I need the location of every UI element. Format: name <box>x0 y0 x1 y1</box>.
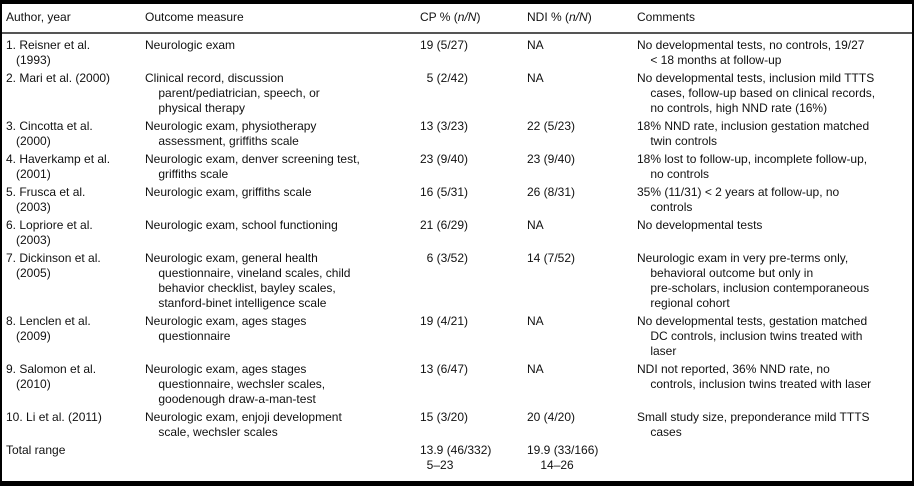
ndi-cell: NA <box>527 38 544 52</box>
comments-cell: No developmental tests, inclusion mild T… <box>637 71 876 115</box>
col-header-cp: CP % (n/N) <box>420 4 527 34</box>
ndi-cell: 14 (7/52) <box>527 251 576 265</box>
col-header-author: Author, year <box>2 4 145 34</box>
outcome-cell: Neurologic exam, physiotherapy assessmen… <box>145 119 317 148</box>
outcome-cell: Neurologic exam, enjoji development scal… <box>145 410 342 439</box>
outcome-cell: Neurologic exam, griffiths scale <box>145 185 312 199</box>
comments-cell: No developmental tests <box>637 218 763 232</box>
table-row: 5. Frusca et al. (2003) Neurologic exam,… <box>2 185 912 218</box>
col-header-outcome: Outcome measure <box>145 4 420 34</box>
outcome-cell: Neurologic exam, school functioning <box>145 218 338 232</box>
author-cell: 4. Haverkamp et al. (2001) <box>6 152 111 181</box>
table-row: 10. Li et al. (2011) Neurologic exam, en… <box>2 410 912 443</box>
table-row: 7. Dickinson et al. (2005) Neurologic ex… <box>2 251 912 314</box>
cp-cell: 13 (6/47) <box>420 362 469 376</box>
outcome-cell: Neurologic exam, denver screening test, … <box>145 152 360 181</box>
ndi-cell: 19.9 (33/166) 14–26 <box>527 443 599 472</box>
outcome-cell: Neurologic exam, general health question… <box>145 251 351 310</box>
ndi-cell: NA <box>527 218 544 232</box>
outcome-cell <box>145 443 420 476</box>
ndi-cell: 26 (8/31) <box>527 185 576 199</box>
author-cell: 8. Lenclen et al. (2009) <box>6 314 91 343</box>
studies-table: Author, year Outcome measure CP % (n/N) … <box>2 4 912 476</box>
ndi-cell: 22 (5/23) <box>527 119 576 133</box>
ndi-header-close: ) <box>587 10 592 24</box>
comments-cell: No developmental tests, gestation matche… <box>637 314 868 358</box>
comments-cell: 35% (11/31) < 2 years at follow-up, no c… <box>637 185 840 214</box>
cp-cell: 15 (3/20) <box>420 410 469 424</box>
cp-cell: 6 (3/52) <box>420 251 469 265</box>
comments-cell: Neurologic exam in very pre-terms only, … <box>637 251 870 310</box>
cp-header-text: CP % ( <box>420 10 458 24</box>
table-row: 6. Lopriore et al. (2003) Neurologic exa… <box>2 218 912 251</box>
comments-cell: 18% lost to follow-up, incomplete follow… <box>637 152 868 181</box>
author-cell: Total range <box>6 443 66 457</box>
table-row: 4. Haverkamp et al. (2001) Neurologic ex… <box>2 152 912 185</box>
comments-cell: No developmental tests, no controls, 19/… <box>637 38 865 67</box>
outcome-cell: Neurologic exam, ages stages questionnai… <box>145 314 307 343</box>
table-row: 1. Reisner et al. (1993) Neurologic exam… <box>2 33 912 71</box>
table-row: 9. Salomon et al. (2010) Neurologic exam… <box>2 362 912 410</box>
table-row: 8. Lenclen et al. (2009) Neurologic exam… <box>2 314 912 362</box>
author-cell: 2. Mari et al. (2000) <box>6 71 111 85</box>
ndi-cell: NA <box>527 362 544 376</box>
ndi-cell: NA <box>527 71 544 85</box>
comments-cell <box>637 443 912 476</box>
author-cell: 5. Frusca et al. (2003) <box>6 185 86 214</box>
cp-cell: 13.9 (46/332) 5–23 <box>420 443 492 472</box>
author-cell: 7. Dickinson et al. (2005) <box>6 251 101 280</box>
cp-cell: 19 (4/21) <box>420 314 469 328</box>
cp-cell: 16 (5/31) <box>420 185 469 199</box>
comments-cell: Small study size, preponderance mild TTT… <box>637 410 870 439</box>
author-cell: 1. Reisner et al. (1993) <box>6 38 91 67</box>
comments-cell: NDI not reported, 36% NND rate, no contr… <box>637 362 872 391</box>
cp-cell: 21 (6/29) <box>420 218 469 232</box>
cp-cell: 13 (3/23) <box>420 119 469 133</box>
ndi-header-variable: n/N <box>569 10 588 24</box>
cp-cell: 5 (2/42) <box>420 71 469 85</box>
header-row: Author, year Outcome measure CP % (n/N) … <box>2 4 912 34</box>
cp-cell: 23 (9/40) <box>420 152 469 166</box>
ndi-cell: NA <box>527 314 544 328</box>
comments-cell: 18% NND rate, inclusion gestation matche… <box>637 119 870 148</box>
outcome-cell: Clinical record, discussion parent/pedia… <box>145 71 320 115</box>
ndi-header-text: NDI % ( <box>527 10 569 24</box>
ndi-cell: 23 (9/40) <box>527 152 576 166</box>
ndi-cell: 20 (4/20) <box>527 410 576 424</box>
cp-header-close: ) <box>476 10 481 24</box>
table-row: 2. Mari et al. (2000) Clinical record, d… <box>2 71 912 119</box>
total-row: Total range 13.9 (46/332) 5–23 19.9 (33/… <box>2 443 912 476</box>
author-cell: 10. Li et al. (2011) <box>6 410 102 424</box>
author-cell: 9. Salomon et al. (2010) <box>6 362 97 391</box>
col-header-ndi: NDI % (n/N) <box>527 4 637 34</box>
author-cell: 6. Lopriore et al. (2003) <box>6 218 93 247</box>
outcome-cell: Neurologic exam <box>145 38 236 52</box>
table-row: 3. Cincotta et al. (2000) Neurologic exa… <box>2 119 912 152</box>
col-header-comments: Comments <box>637 4 912 34</box>
cp-cell: 19 (5/27) <box>420 38 469 52</box>
author-cell: 3. Cincotta et al. (2000) <box>6 119 93 148</box>
cp-header-variable: n/N <box>457 10 477 24</box>
outcome-cell: Neurologic exam, ages stages questionnai… <box>145 362 326 406</box>
